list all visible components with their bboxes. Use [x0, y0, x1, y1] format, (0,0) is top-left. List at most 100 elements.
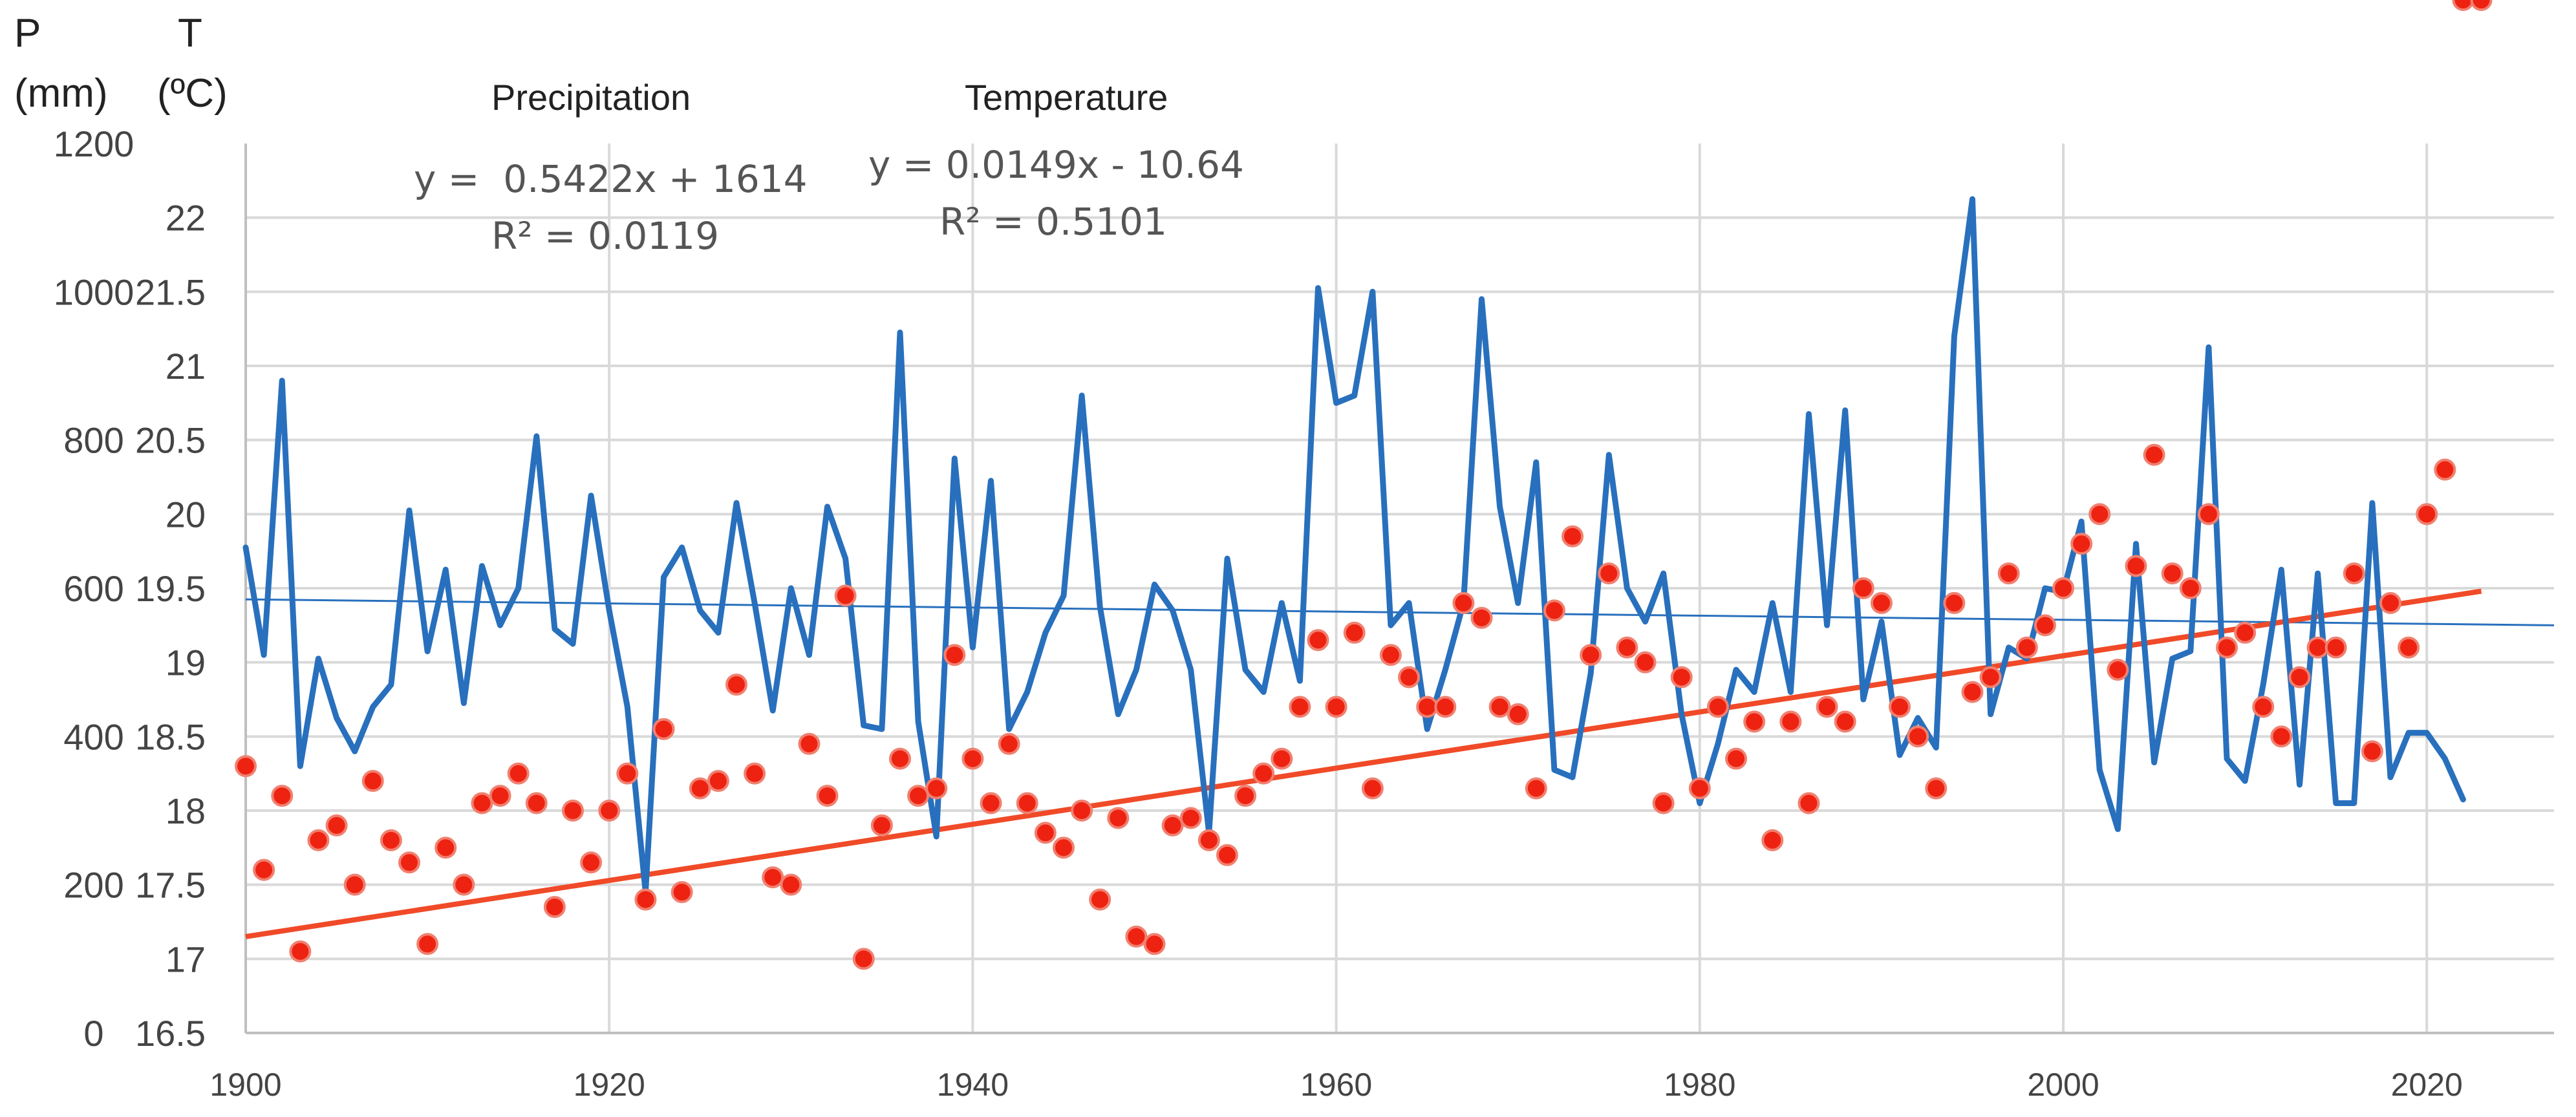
precipitation-point	[1572, 776, 1573, 778]
temperature-point	[1289, 696, 1311, 718]
temperature-point	[1979, 666, 2002, 688]
temperature-point	[435, 836, 457, 859]
precipitation-point	[554, 628, 555, 630]
temperature-point	[907, 785, 930, 807]
temperature-point	[1470, 606, 1493, 629]
temperature-point	[1688, 777, 1711, 800]
precipitation-point	[790, 588, 791, 589]
precipitation-point	[445, 569, 446, 570]
precipitation-point	[572, 643, 574, 644]
temperature-point	[543, 896, 566, 919]
temperature-point	[816, 785, 839, 807]
precipitation-point	[1608, 454, 1609, 456]
precipitation-point	[1408, 602, 1410, 604]
precipitation-point	[1481, 299, 1482, 300]
temperature-point	[870, 814, 893, 836]
precipitation-point	[2262, 684, 2264, 685]
temperature-point	[1343, 621, 1366, 644]
temperature-point	[1052, 836, 1075, 859]
precipitation-point	[590, 495, 592, 496]
temperature-point	[1670, 666, 1693, 688]
precipitation-point	[2354, 803, 2355, 804]
temperature-point	[525, 792, 548, 814]
temp-tick-label: 20.5	[135, 420, 206, 461]
temperature-point	[1071, 800, 1093, 822]
temperature-point	[361, 770, 384, 793]
precipitation-point	[1808, 414, 1809, 415]
temperature-point	[1416, 696, 1439, 718]
precipitation-point	[481, 566, 482, 567]
temperature-point	[1216, 844, 1238, 866]
precipitation-point	[2154, 761, 2155, 763]
temperature-point	[580, 851, 603, 874]
precip-tick-label: 1000	[54, 271, 134, 312]
temperature-point	[1125, 925, 1148, 948]
precipitation-point	[899, 332, 901, 333]
temperature-series	[235, 0, 2493, 970]
precipitation-point	[500, 624, 501, 626]
precipitation-point	[1681, 714, 1682, 715]
precipitation-point	[281, 380, 283, 381]
precipitation-point	[772, 710, 773, 711]
precipitation-point	[1699, 803, 1701, 804]
temperature-point	[2434, 458, 2456, 481]
temperature-point	[1852, 577, 1874, 599]
temperature-trend-line	[245, 588, 2482, 939]
precipitation-point	[627, 706, 628, 707]
precipitation-series	[242, 196, 2466, 895]
x-tick-label: 2000	[2027, 1067, 2099, 1103]
precipitation-point	[954, 458, 955, 459]
precipitation-point	[1536, 462, 1537, 463]
precipitation-point	[1863, 699, 1864, 700]
temperature-point	[1507, 703, 1529, 725]
temp-tick-label: 19.5	[135, 568, 206, 609]
precipitation-point	[754, 602, 755, 604]
temp-axis-title-c: (ºC)	[157, 71, 228, 116]
precipitation-point	[1953, 335, 1955, 337]
temperature-point	[652, 718, 675, 740]
precipitation-point	[2081, 521, 2082, 522]
temp-tick-label: 21	[166, 346, 206, 387]
precipitation-point	[299, 765, 301, 767]
precipitation-point	[845, 558, 846, 559]
temperature-point	[1706, 696, 1729, 718]
axis-ticks: 0 200 400 600 800 1000 1200 16.5 17 17.5 18 18.5 19 1…	[54, 123, 2463, 1103]
precipitation-point	[2299, 784, 2300, 785]
precipitation-point	[718, 632, 719, 633]
precipitation-point	[1899, 754, 1900, 756]
temperature-point	[2343, 562, 2365, 585]
precipitation-point	[1735, 669, 1737, 670]
temperature-point	[325, 814, 348, 836]
precipitation-point	[2444, 758, 2445, 760]
precipitation-point	[1063, 595, 1064, 596]
precipitation-point	[317, 658, 319, 659]
temperature-point	[2288, 666, 2311, 688]
precipitation-point	[1154, 584, 1155, 585]
temperature-point	[1925, 777, 1948, 800]
temperature-point	[1361, 777, 1384, 800]
precipitation-point	[1790, 692, 1791, 693]
temperature-point	[1870, 591, 1893, 614]
precipitation-point	[1644, 621, 1646, 622]
temp-tick-label: 17.5	[135, 865, 206, 906]
temperature-point	[271, 785, 294, 807]
temp-tick-label: 22	[166, 198, 206, 239]
precipitation-point	[2244, 780, 2246, 782]
temperature-point	[507, 762, 530, 785]
precip-tick-label: 400	[63, 716, 123, 757]
temperature-point	[2324, 636, 2347, 659]
temperature-point	[2270, 725, 2293, 748]
temperature-point	[1634, 651, 1657, 674]
temperature-point	[289, 940, 312, 963]
precipitation-point	[2135, 543, 2136, 544]
temperature-point	[1961, 681, 1984, 703]
x-tick-label: 1900	[209, 1067, 281, 1103]
temp-trend-r2: R² = 0.5101	[939, 200, 1167, 244]
precipitation-point	[2372, 502, 2373, 504]
temperature-point	[1889, 696, 1911, 718]
temperature-point	[961, 747, 984, 770]
temperature-point	[943, 644, 966, 666]
temperature-point	[2306, 636, 2329, 659]
temperature-point	[1271, 747, 1293, 770]
